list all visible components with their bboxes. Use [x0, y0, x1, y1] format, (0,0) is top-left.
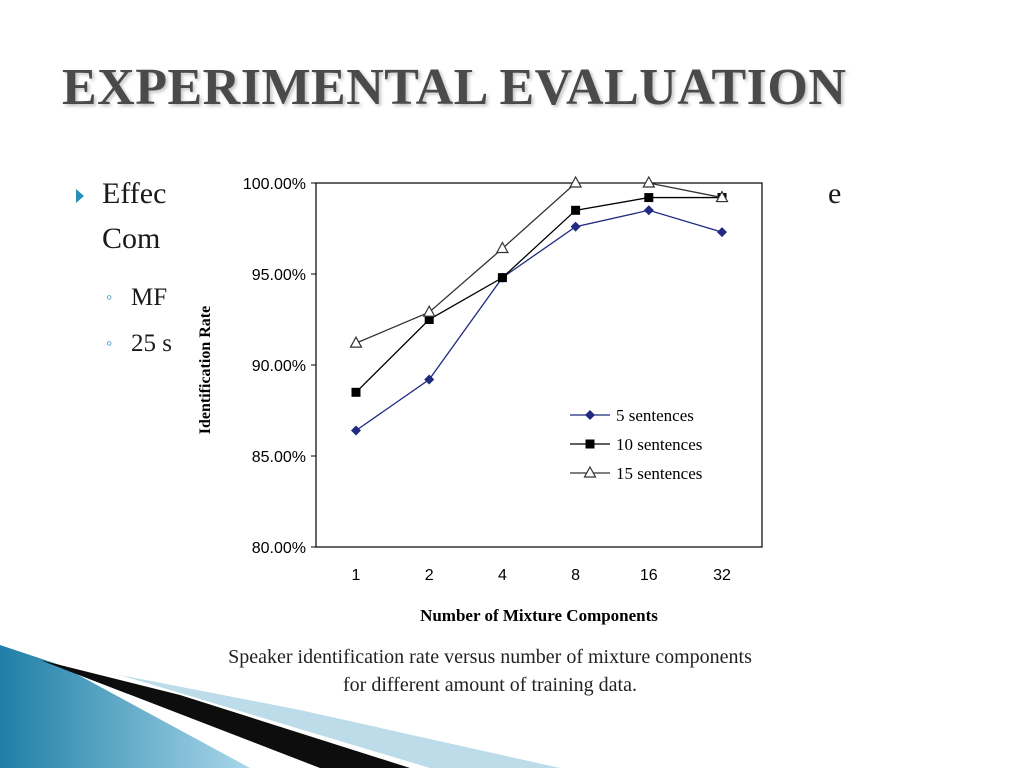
- x-tick-label: 4: [498, 567, 507, 584]
- data-point: [349, 335, 363, 348]
- data-point: [642, 175, 656, 188]
- circle-bullet-icon: ◦: [106, 287, 113, 307]
- x-tick-label: 2: [425, 567, 434, 584]
- y-tick-label: 90.00%: [252, 358, 306, 375]
- decorative-swoosh: [0, 645, 560, 768]
- bullet-main-tail: e: [828, 177, 842, 210]
- data-point: [717, 227, 727, 238]
- chart-figure: 80.00% 85.00% 90.00% 95.00% 100.00% 1 2 4 8 16 32 N…: [180, 165, 800, 698]
- legend-label: 15 sentences: [616, 464, 702, 483]
- data-point: [351, 425, 361, 436]
- triangle-bullet-icon: [76, 189, 84, 203]
- y-tick-label: 80.00%: [252, 540, 306, 557]
- legend-marker: [585, 410, 595, 420]
- x-tick-label: 1: [352, 567, 361, 584]
- data-point: [497, 273, 507, 283]
- data-point: [715, 190, 729, 203]
- sub-bullet-1: MF: [131, 284, 168, 311]
- chart-caption: Speaker identification rate versus numbe…: [180, 643, 800, 699]
- x-axis-label: Number of Mixture Components: [420, 606, 658, 625]
- sub-bullet-2: 25 s: [131, 330, 172, 357]
- legend-marker: [585, 439, 595, 449]
- caption-line-2: for different amount of training data.: [343, 674, 637, 696]
- x-tick-label: 32: [713, 567, 731, 584]
- circle-bullet-icon: ◦: [106, 333, 113, 353]
- data-point: [571, 205, 581, 215]
- data-point: [422, 304, 436, 317]
- x-tick-label: 16: [640, 567, 658, 584]
- x-tick-label: 8: [571, 567, 580, 584]
- data-point: [644, 193, 654, 203]
- y-tick-label: 100.00%: [243, 176, 306, 193]
- data-point: [569, 175, 583, 188]
- y-tick-label: 85.00%: [252, 449, 306, 466]
- legend-label: 5 sentences: [616, 406, 694, 425]
- series-line: [355, 196, 722, 393]
- legend-marker: [583, 465, 597, 478]
- series-line: [355, 209, 723, 432]
- data-point: [351, 387, 361, 397]
- legend-label: 10 sentences: [616, 435, 702, 454]
- y-tick-label: 95.00%: [252, 267, 306, 284]
- data-point: [643, 205, 654, 216]
- slide-title: EXPERIMENTAL EVALUATION: [62, 59, 847, 116]
- bullet-main-text: Effec: [102, 177, 167, 210]
- bullet-main-line2: Com: [102, 222, 161, 255]
- caption-line-1: Speaker identification rate versus numbe…: [228, 646, 752, 668]
- line-chart: 80.00% 85.00% 90.00% 95.00% 100.00% 1 2 4 8 16 32 N…: [197, 175, 763, 625]
- data-point: [570, 221, 581, 232]
- data-point: [424, 315, 434, 324]
- y-axis-label: Identification Rate: [197, 306, 214, 434]
- data-point: [495, 241, 509, 254]
- series-line: [355, 182, 723, 344]
- data-point: [424, 374, 435, 385]
